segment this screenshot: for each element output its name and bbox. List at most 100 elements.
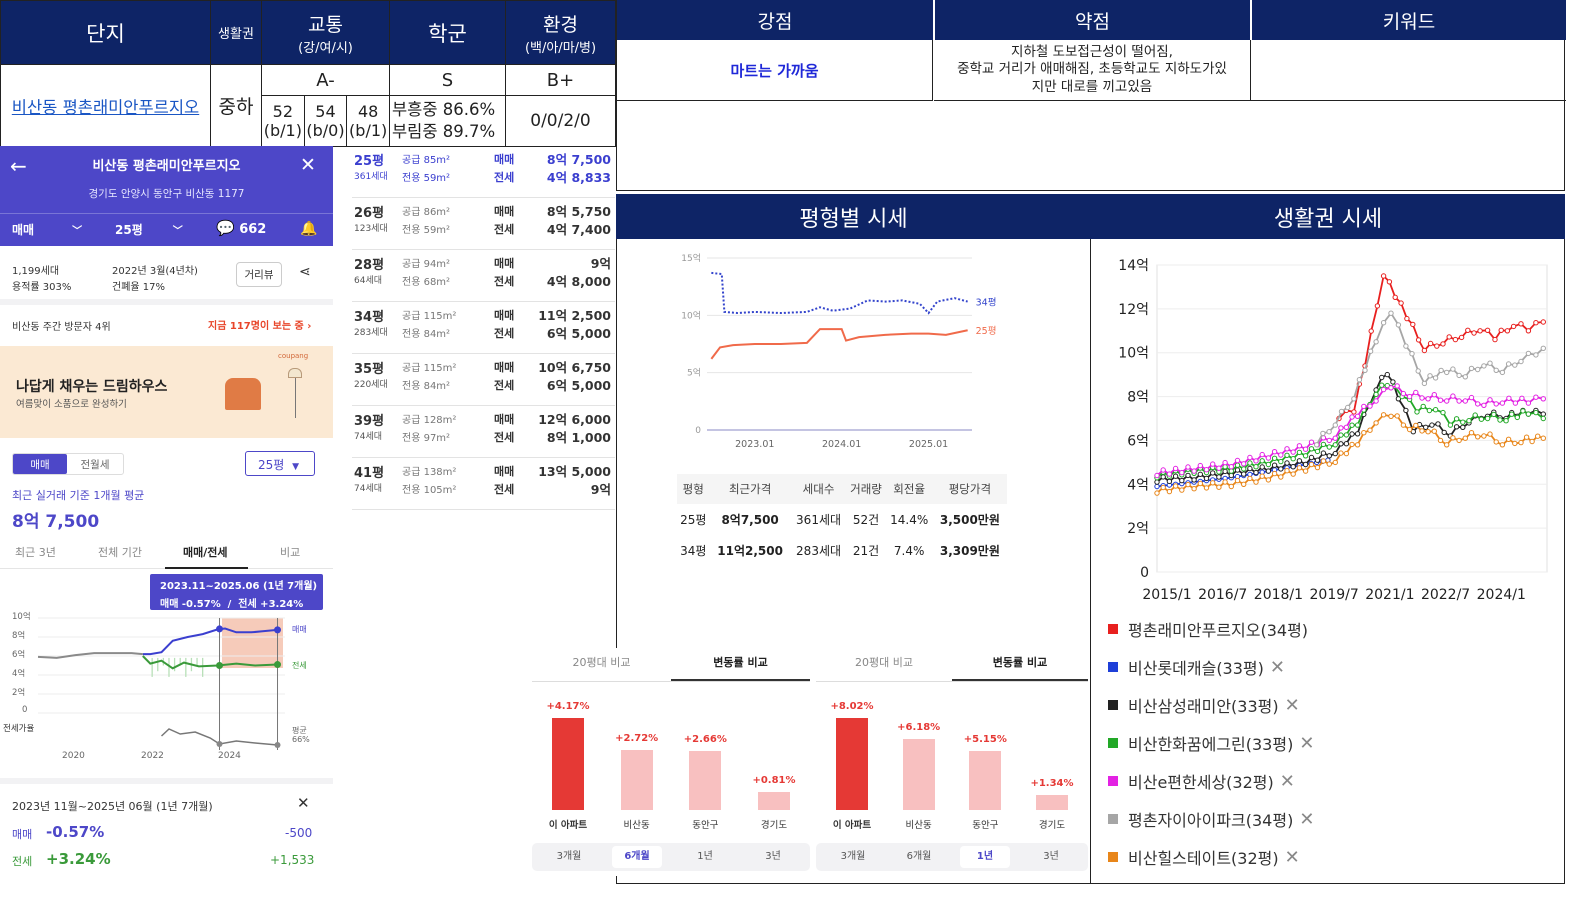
tab-recent-3y[interactable]: 최근 3년 xyxy=(15,546,56,559)
summary-jeonse-pct: +3.24% xyxy=(46,850,111,868)
series-point xyxy=(1271,470,1278,477)
ad-brand: coupang xyxy=(278,352,309,360)
series-point xyxy=(1392,294,1398,300)
price-row[interactable]: 28평 64세대 공급 94m² 전용 68m² 매매 전세 9억 4억 8,000 xyxy=(352,250,615,302)
trade-type: 매매 xyxy=(494,413,515,426)
back-icon[interactable]: ← xyxy=(10,154,27,178)
series-point xyxy=(1241,481,1247,488)
series-point xyxy=(1343,441,1350,447)
period-option[interactable]: 6개월 xyxy=(612,846,662,868)
series-point xyxy=(1440,409,1446,416)
series-point xyxy=(1338,425,1344,431)
series-point xyxy=(1512,440,1518,447)
series-point xyxy=(1462,435,1468,441)
visitor-now-link[interactable]: 지금 117명이 보는 중 › xyxy=(208,317,311,332)
legend-label: 평촌자이아이파크(34평) xyxy=(1128,811,1294,830)
series-point xyxy=(1296,443,1303,449)
series-point xyxy=(1403,343,1409,349)
period-option[interactable]: 1년 xyxy=(697,851,713,862)
price-list: 25평 361세대 공급 85m² 전용 59m² 매매 전세 8억 7,500 4억 8,8… xyxy=(352,146,615,510)
tab-sale-jeonse[interactable]: 매매/전세 xyxy=(183,546,228,559)
tab-20s-compare[interactable]: 20평대 비교 xyxy=(855,656,913,669)
series-point xyxy=(1247,465,1253,472)
environment-grade: B+ xyxy=(505,64,616,96)
tab-change-compare[interactable]: 변동률 비교 xyxy=(713,656,768,669)
tab-change-compare[interactable]: 변동률 비교 xyxy=(992,656,1048,669)
tab-compare[interactable]: 비교 xyxy=(280,546,301,559)
living-price-chart: 14억 12억 10억 8억 6억 4억 2억 0 2015/1 2016/7 2018/1 2019… xyxy=(1118,258,1548,603)
street-view-button[interactable]: 거리뷰 xyxy=(236,262,282,287)
series-point xyxy=(1332,450,1339,457)
change-bar xyxy=(1036,794,1068,810)
series-point xyxy=(1540,319,1546,325)
units: 74세대 xyxy=(354,484,383,494)
sale-price: 9억 xyxy=(590,256,611,271)
sale-price: 10억 6,750 xyxy=(538,360,611,375)
remove-icon[interactable]: ✕ xyxy=(1269,656,1285,678)
remove-icon[interactable]: ✕ xyxy=(1279,770,1295,792)
series-point xyxy=(1394,413,1400,419)
series-point xyxy=(1265,477,1272,483)
mode-rent-tab[interactable]: 전월세 xyxy=(80,458,110,471)
period-option[interactable]: 3년 xyxy=(1043,851,1059,862)
lamp-image xyxy=(288,368,302,378)
legend-swatch xyxy=(1108,662,1118,672)
trade-type: 매매 xyxy=(494,465,515,478)
series-point xyxy=(1326,429,1332,435)
period-option[interactable]: 6개월 xyxy=(906,851,932,862)
price-row[interactable]: 39평 74세대 공급 128m² 전용 97m² 매매 전세 12억 6,000 8억 1,… xyxy=(352,406,615,458)
series-point xyxy=(1432,375,1439,381)
series-point xyxy=(1468,365,1475,372)
series-point xyxy=(1435,421,1441,427)
price-row[interactable]: 26평 123세대 공급 86m² 전용 59m² 매매 전세 8억 5,750 4억 7,4… xyxy=(352,198,615,250)
pyeong: 39평 xyxy=(354,414,385,429)
remove-icon[interactable]: ✕ xyxy=(1299,808,1315,830)
comments-button[interactable]: 💬 662 xyxy=(216,219,266,237)
bar-category-label: 경기도 xyxy=(1038,820,1066,831)
price-row[interactable]: 35평 220세대 공급 115m² 전용 84m² 매매 전세 10억 6,750 6억 5… xyxy=(352,354,615,406)
x-tick-label: 2024.01 xyxy=(822,439,861,450)
col-environment: 환경 (백/아/마/병) xyxy=(505,0,616,65)
period-option[interactable]: 1년 xyxy=(960,846,1010,868)
size-dropdown[interactable]: 25평 ▼ xyxy=(245,451,315,476)
share-icon[interactable]: ⋖ xyxy=(299,264,311,280)
series-point xyxy=(1432,407,1439,413)
app-tabbar xyxy=(0,213,333,246)
series-point xyxy=(1191,486,1197,492)
trade-type-select[interactable]: 매매 ﹀ xyxy=(12,221,82,238)
price-row[interactable]: 34평 283세대 공급 115m² 전용 84m² 매매 전세 11억 2,500 6억 5… xyxy=(352,302,615,354)
series-point xyxy=(1349,414,1355,420)
bell-icon[interactable]: 🔔 xyxy=(300,221,318,237)
series-point xyxy=(1351,409,1357,415)
remove-icon[interactable]: ✕ xyxy=(1299,732,1315,754)
price-row[interactable]: 41평 74세대 공급 138m² 전용 105m² 매매 전세 13억 5,000 9억 xyxy=(352,458,615,510)
summary-sale-amt: -500 xyxy=(285,826,313,840)
period-option[interactable]: 3개월 xyxy=(556,851,582,862)
series-point xyxy=(1343,424,1350,431)
mode-sale-tab[interactable]: 매매 xyxy=(13,454,67,474)
remove-icon[interactable]: ✕ xyxy=(1284,694,1300,716)
size-select[interactable]: 25평 ﹀ xyxy=(115,221,183,238)
series-point xyxy=(1414,409,1420,415)
ad-banner[interactable]: coupang 나답게 채우는 드림하우스 여름맞이 소품으로 완성하기 xyxy=(0,346,333,438)
close-icon[interactable]: ✕ xyxy=(300,154,316,176)
period-option[interactable]: 3개월 xyxy=(840,851,866,862)
remove-icon[interactable]: ✕ xyxy=(1284,846,1300,868)
series-point xyxy=(1228,483,1235,490)
x-tick-label: 2015/1 xyxy=(1142,587,1191,603)
col-transport-title: 교통 xyxy=(308,13,343,36)
visitor-now-label: 지금 117명이 보는 중 xyxy=(208,321,304,332)
series-point xyxy=(1332,459,1339,466)
period-option[interactable]: 3년 xyxy=(765,851,781,862)
tab-all-period[interactable]: 전체 기간 xyxy=(98,546,142,559)
trade-type: 매매 xyxy=(494,309,515,322)
complex-link[interactable]: 비산동 평촌래미안푸르지오 xyxy=(0,64,211,147)
tab-20s-compare[interactable]: 20평대 비교 xyxy=(572,656,631,669)
series-point xyxy=(1210,470,1216,476)
transport-cityhall-note: (b/1) xyxy=(349,121,388,140)
summary-close-icon[interactable]: ✕ xyxy=(297,794,310,812)
series-point xyxy=(1505,436,1512,443)
chart-x-2022: 2022 xyxy=(141,751,164,761)
price-row[interactable]: 25평 361세대 공급 85m² 전용 59m² 매매 전세 8억 7,500 4억 8,8… xyxy=(352,146,615,198)
sale-price: 11억 2,500 xyxy=(538,308,611,323)
